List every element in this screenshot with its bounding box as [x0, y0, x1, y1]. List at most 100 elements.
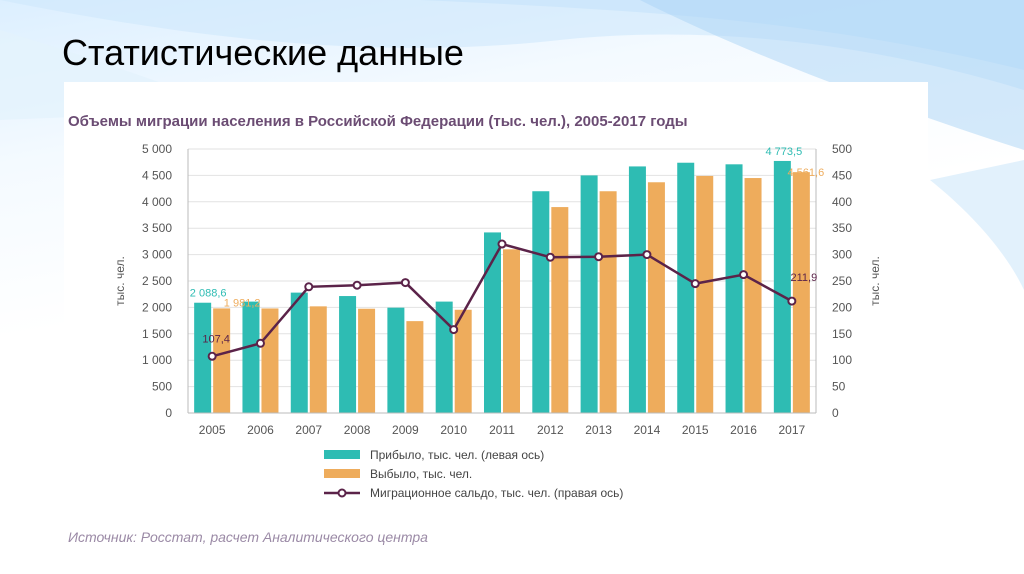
departures-bar — [406, 321, 424, 413]
x-tick-label: 2014 — [634, 423, 661, 437]
arrivals-bar — [580, 175, 598, 413]
departures-bar — [309, 306, 327, 413]
balance-point — [787, 296, 797, 306]
chart-panel: Объемы миграции населения в Российской Ф… — [64, 82, 928, 560]
departures-bar — [454, 309, 472, 413]
arrivals-bar — [628, 166, 646, 413]
slide-title: Статистические данные — [62, 32, 464, 73]
balance-first-label: 107,4 — [202, 333, 230, 345]
balance-last-label: 211,9 — [790, 272, 817, 284]
bars — [194, 160, 810, 413]
migration-chart: Объемы миграции населения в Российской Ф… — [68, 113, 882, 545]
arrivals-first-label: 2 088,6 — [190, 288, 227, 300]
balance-point — [352, 280, 362, 290]
x-tick-label: 2007 — [295, 423, 322, 437]
right-tick-label: 50 — [832, 380, 846, 394]
arrivals-bar — [387, 307, 405, 413]
balance-point — [545, 252, 555, 262]
departures-bar — [696, 175, 714, 413]
left-tick-label: 4 000 — [142, 195, 172, 209]
right-tick-label: 350 — [832, 221, 852, 235]
x-tick-label: 2010 — [440, 423, 467, 437]
balance-point — [255, 338, 265, 348]
source-note: Источник: Росстат, расчет Аналитического… — [68, 529, 428, 545]
departures-first-label: 1 981,2 — [224, 297, 261, 309]
departures-bar — [647, 182, 665, 413]
arrivals-bar — [532, 191, 550, 413]
legend-arrivals-swatch — [324, 450, 360, 459]
balance-point — [449, 325, 459, 335]
legend-departures-swatch — [324, 469, 360, 478]
x-tick-label: 2017 — [778, 423, 805, 437]
departures-bar — [213, 308, 231, 413]
balance-point — [739, 270, 749, 280]
balance-point — [207, 351, 217, 361]
right-tick-label: 200 — [832, 300, 852, 314]
arrivals-bar — [677, 162, 695, 413]
balance-line — [207, 239, 797, 361]
left-tick-label: 3 500 — [142, 221, 172, 235]
arrivals-bar — [725, 164, 743, 413]
legend-balance-label: Миграционное сальдо, тыс. чел. (правая о… — [370, 486, 623, 500]
left-tick-label: 2 000 — [142, 300, 172, 314]
grid-lines — [188, 148, 816, 414]
departures-last-label: 4 561,6 — [787, 167, 824, 179]
left-tick-label: 0 — [165, 406, 172, 420]
left-tick-label: 1 500 — [142, 327, 172, 341]
x-tick-label: 2006 — [247, 423, 274, 437]
x-tick-label: 2013 — [585, 423, 612, 437]
chart-title: Объемы миграции населения в Российской Ф… — [68, 113, 688, 130]
left-axis-title: тыс. чел. — [113, 256, 127, 306]
departures-bar — [503, 249, 520, 413]
data-labels: 2 088,61 981,2 107,4 4 773,5 4 561,6 211,9 — [190, 146, 824, 345]
x-tick-label: 2005 — [199, 423, 226, 437]
x-tick-label: 2008 — [344, 423, 371, 437]
arrivals-bar — [290, 292, 308, 413]
right-tick-label: 500 — [832, 142, 852, 156]
arrivals-bar — [435, 301, 453, 413]
balance-point — [642, 250, 652, 260]
left-tick-label: 3 000 — [142, 248, 172, 262]
balance-point — [594, 252, 604, 262]
right-tick-label: 0 — [832, 406, 839, 420]
arrivals-last-label: 4 773,5 — [765, 146, 802, 158]
arrivals-bar — [484, 232, 501, 413]
x-tick-label: 2015 — [682, 423, 709, 437]
departures-bar — [744, 178, 762, 413]
balance-point — [690, 279, 700, 289]
left-tick-label: 4 500 — [142, 168, 172, 182]
arrivals-bar — [339, 296, 357, 413]
arrivals-bar — [194, 302, 212, 413]
departures-bar — [792, 172, 810, 413]
left-tick-label: 1 000 — [142, 353, 172, 367]
x-tick-label: 2012 — [537, 423, 564, 437]
departures-bar — [551, 207, 569, 413]
left-tick-label: 5 000 — [142, 142, 172, 156]
left-tick-label: 500 — [152, 380, 172, 394]
right-tick-label: 150 — [832, 327, 852, 341]
right-axis-title: тыс. чел. — [868, 256, 882, 306]
x-tick-label: 2009 — [392, 423, 419, 437]
x-tick-label: 2016 — [730, 423, 757, 437]
legend-departures-label: Выбыло, тыс. чел. — [370, 467, 472, 481]
legend: Прибыло, тыс. чел. (левая ось) Выбыло, ты… — [324, 448, 623, 500]
departures-bar — [599, 191, 617, 413]
right-tick-label: 100 — [832, 353, 852, 367]
departures-bar — [358, 308, 376, 413]
departures-bar — [261, 308, 279, 413]
x-tick-label: 2011 — [489, 423, 515, 437]
arrivals-bar — [773, 160, 791, 413]
right-tick-label: 250 — [832, 274, 852, 288]
left-tick-label: 2 500 — [142, 274, 172, 288]
right-tick-label: 300 — [832, 248, 852, 262]
balance-point — [400, 278, 410, 288]
arrivals-bar — [242, 301, 260, 413]
right-tick-label: 400 — [832, 195, 852, 209]
legend-balance-marker — [337, 488, 347, 498]
right-tick-label: 450 — [832, 168, 852, 182]
legend-arrivals-label: Прибыло, тыс. чел. (левая ось) — [370, 448, 544, 462]
balance-point — [304, 282, 314, 292]
balance-point — [497, 239, 507, 249]
